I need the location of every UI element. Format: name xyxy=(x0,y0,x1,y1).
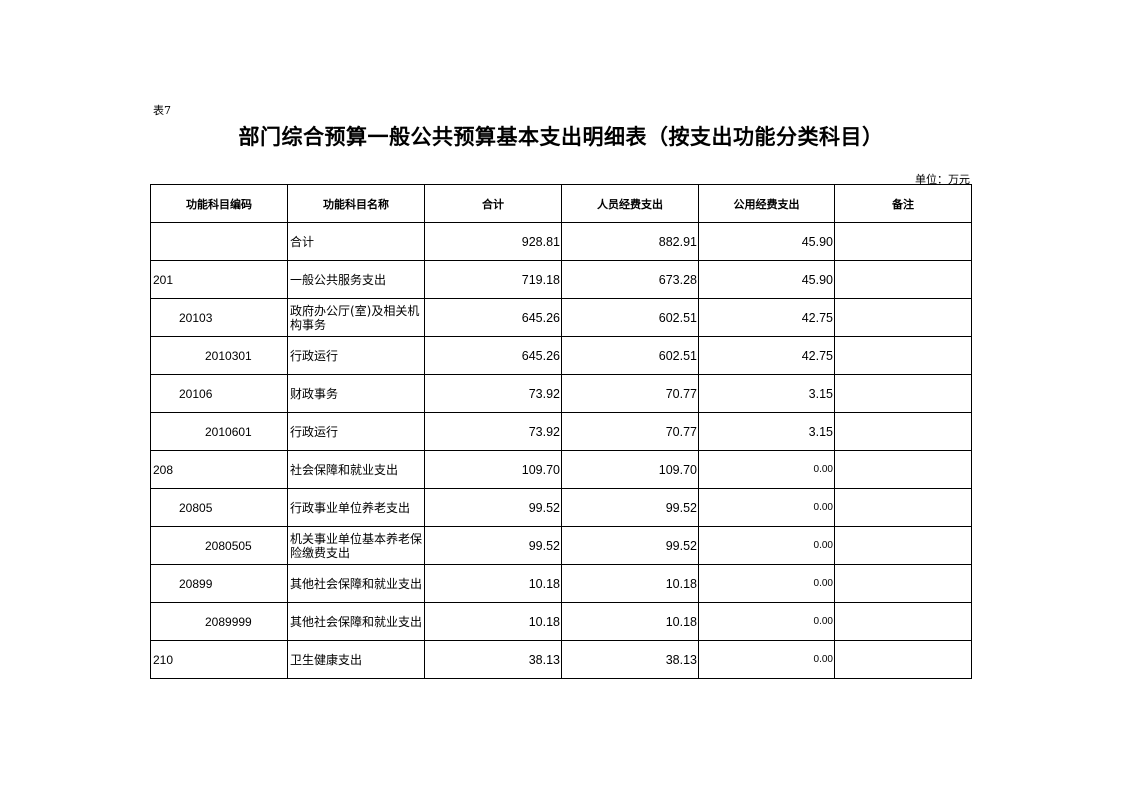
public-cell: 0.00 xyxy=(698,602,835,641)
personnel-cell: 70.77 xyxy=(561,374,699,413)
header-code: 功能科目编码 xyxy=(150,184,288,223)
code-cell: 201 xyxy=(150,260,288,299)
personnel-cell: 10.18 xyxy=(561,564,699,603)
code-cell: 20805 xyxy=(150,488,288,527)
total-cell: 73.92 xyxy=(424,374,562,413)
public-cell: 3.15 xyxy=(698,412,835,451)
public-cell: 45.90 xyxy=(698,260,835,299)
name-cell: 合计 xyxy=(287,222,425,261)
table-row: 2089999 其他社会保障和就业支出 10.18 10.18 0.00 xyxy=(150,602,972,641)
budget-table: 功能科目编码 功能科目名称 合计 人员经费支出 公用经费支出 备注 合计 928.… xyxy=(150,184,972,679)
header-row: 功能科目编码 功能科目名称 合计 人员经费支出 公用经费支出 备注 xyxy=(150,184,972,223)
code-cell: 20106 xyxy=(150,374,288,413)
note-cell xyxy=(834,412,972,451)
code-cell: 208 xyxy=(150,450,288,489)
public-cell: 42.75 xyxy=(698,336,835,375)
public-cell: 0.00 xyxy=(698,640,835,679)
table-row: 合计 928.81 882.91 45.90 xyxy=(150,222,972,261)
public-cell: 0.00 xyxy=(698,564,835,603)
code-cell: 2089999 xyxy=(150,602,288,641)
unit-label: 单位：万元 xyxy=(915,173,970,186)
personnel-cell: 602.51 xyxy=(561,336,699,375)
note-cell xyxy=(834,526,972,565)
code-cell: 2010301 xyxy=(150,336,288,375)
name-cell: 社会保障和就业支出 xyxy=(287,450,425,489)
code-cell xyxy=(150,222,288,261)
code-cell: 20899 xyxy=(150,564,288,603)
table-row: 2080505 机关事业单位基本养老保险缴费支出 99.52 99.52 0.00 xyxy=(150,526,972,565)
personnel-cell: 673.28 xyxy=(561,260,699,299)
name-cell: 财政事务 xyxy=(287,374,425,413)
name-cell: 机关事业单位基本养老保险缴费支出 xyxy=(287,526,425,565)
total-cell: 645.26 xyxy=(424,298,562,337)
total-cell: 719.18 xyxy=(424,260,562,299)
header-public: 公用经费支出 xyxy=(698,184,835,223)
name-cell: 一般公共服务支出 xyxy=(287,260,425,299)
total-cell: 109.70 xyxy=(424,450,562,489)
public-cell: 45.90 xyxy=(698,222,835,261)
personnel-cell: 70.77 xyxy=(561,412,699,451)
header-note: 备注 xyxy=(834,184,972,223)
name-cell: 行政事业单位养老支出 xyxy=(287,488,425,527)
table-row: 20106 财政事务 73.92 70.77 3.15 xyxy=(150,374,972,413)
public-cell: 0.00 xyxy=(698,526,835,565)
personnel-cell: 109.70 xyxy=(561,450,699,489)
personnel-cell: 99.52 xyxy=(561,526,699,565)
total-cell: 10.18 xyxy=(424,564,562,603)
note-cell xyxy=(834,260,972,299)
name-cell: 其他社会保障和就业支出 xyxy=(287,564,425,603)
public-cell: 0.00 xyxy=(698,450,835,489)
total-cell: 99.52 xyxy=(424,526,562,565)
total-cell: 38.13 xyxy=(424,640,562,679)
note-cell xyxy=(834,450,972,489)
name-cell: 政府办公厅(室)及相关机构事务 xyxy=(287,298,425,337)
personnel-cell: 602.51 xyxy=(561,298,699,337)
code-cell: 2010601 xyxy=(150,412,288,451)
table-row: 201 一般公共服务支出 719.18 673.28 45.90 xyxy=(150,260,972,299)
table-row: 20805 行政事业单位养老支出 99.52 99.52 0.00 xyxy=(150,488,972,527)
table-row: 20103 政府办公厅(室)及相关机构事务 645.26 602.51 42.75 xyxy=(150,298,972,337)
public-cell: 0.00 xyxy=(698,488,835,527)
code-cell: 210 xyxy=(150,640,288,679)
note-cell xyxy=(834,640,972,679)
note-cell xyxy=(834,298,972,337)
page-title: 部门综合预算一般公共预算基本支出明细表（按支出功能分类科目） xyxy=(238,125,884,149)
name-cell: 行政运行 xyxy=(287,336,425,375)
name-cell: 其他社会保障和就业支出 xyxy=(287,602,425,641)
note-cell xyxy=(834,222,972,261)
table-row: 2010301 行政运行 645.26 602.51 42.75 xyxy=(150,336,972,375)
total-cell: 645.26 xyxy=(424,336,562,375)
total-cell: 10.18 xyxy=(424,602,562,641)
note-cell xyxy=(834,488,972,527)
public-cell: 3.15 xyxy=(698,374,835,413)
table-row: 208 社会保障和就业支出 109.70 109.70 0.00 xyxy=(150,450,972,489)
header-total: 合计 xyxy=(424,184,562,223)
personnel-cell: 99.52 xyxy=(561,488,699,527)
name-cell: 行政运行 xyxy=(287,412,425,451)
code-cell: 20103 xyxy=(150,298,288,337)
note-cell xyxy=(834,336,972,375)
note-cell xyxy=(834,602,972,641)
note-cell xyxy=(834,564,972,603)
public-cell: 42.75 xyxy=(698,298,835,337)
total-cell: 928.81 xyxy=(424,222,562,261)
header-name: 功能科目名称 xyxy=(287,184,425,223)
personnel-cell: 38.13 xyxy=(561,640,699,679)
table-row: 20899 其他社会保障和就业支出 10.18 10.18 0.00 xyxy=(150,564,972,603)
personnel-cell: 10.18 xyxy=(561,602,699,641)
personnel-cell: 882.91 xyxy=(561,222,699,261)
table-row: 210 卫生健康支出 38.13 38.13 0.00 xyxy=(150,640,972,679)
code-cell: 2080505 xyxy=(150,526,288,565)
header-personnel: 人员经费支出 xyxy=(561,184,699,223)
name-cell: 卫生健康支出 xyxy=(287,640,425,679)
total-cell: 73.92 xyxy=(424,412,562,451)
note-cell xyxy=(834,374,972,413)
table-row: 2010601 行政运行 73.92 70.77 3.15 xyxy=(150,412,972,451)
table-number: 表7 xyxy=(153,104,171,117)
total-cell: 99.52 xyxy=(424,488,562,527)
